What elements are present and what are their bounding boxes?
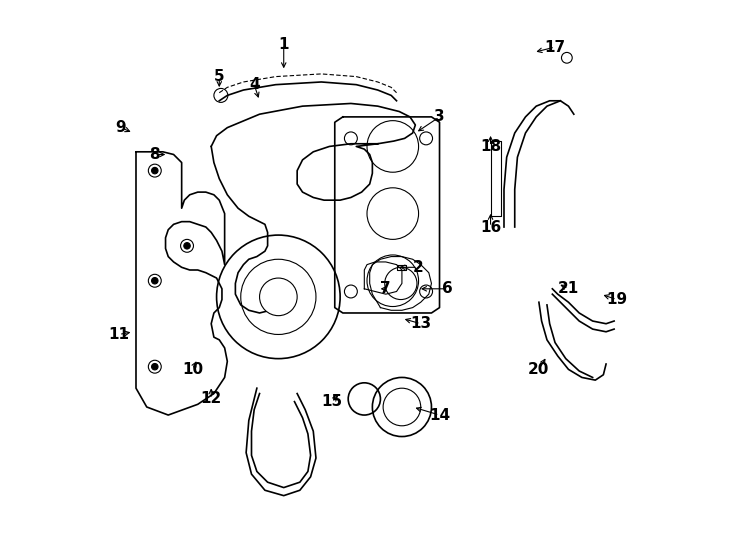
Text: 9: 9: [116, 120, 126, 135]
Text: 19: 19: [606, 292, 628, 307]
Text: 10: 10: [182, 362, 203, 377]
Circle shape: [152, 278, 158, 284]
Text: 4: 4: [249, 77, 260, 92]
Text: 15: 15: [321, 394, 343, 409]
Text: 12: 12: [200, 392, 222, 407]
Text: 16: 16: [480, 220, 501, 234]
Text: 6: 6: [442, 281, 453, 296]
Text: 14: 14: [429, 408, 450, 423]
Circle shape: [152, 167, 158, 174]
Text: 1: 1: [278, 37, 289, 52]
Text: 3: 3: [435, 110, 445, 124]
Text: 18: 18: [480, 139, 501, 154]
Text: 2: 2: [413, 260, 424, 275]
Circle shape: [260, 278, 297, 316]
Circle shape: [184, 242, 190, 249]
Text: 13: 13: [410, 316, 432, 331]
Text: 8: 8: [150, 147, 160, 162]
Text: 20: 20: [528, 362, 550, 377]
Text: 5: 5: [214, 69, 225, 84]
Circle shape: [152, 363, 158, 370]
Text: 21: 21: [558, 281, 579, 296]
Text: 7: 7: [380, 281, 391, 296]
Text: 17: 17: [545, 39, 566, 55]
Text: 11: 11: [109, 327, 129, 342]
Circle shape: [562, 52, 573, 63]
